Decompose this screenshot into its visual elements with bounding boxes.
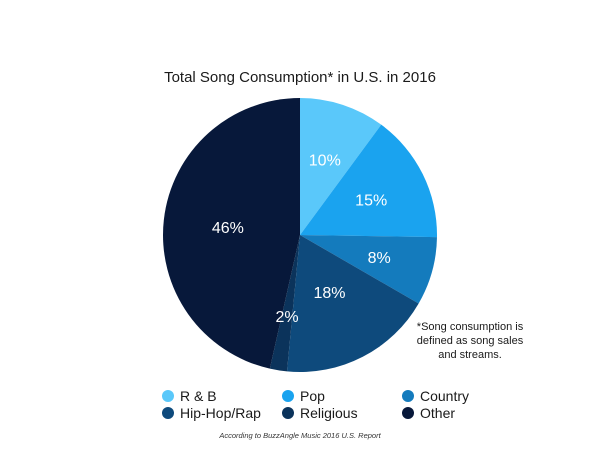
legend-swatch-hip-hop-rap [162, 407, 174, 419]
pie-slice-other [163, 98, 300, 369]
legend-label-religious: Religious [300, 405, 358, 421]
legend-swatch-other [402, 407, 414, 419]
pie-slices [163, 98, 437, 372]
legend-swatch-r-b [162, 390, 174, 402]
slice-label-country: 8% [368, 250, 391, 267]
pie-slice-hip-hop-rap [286, 235, 419, 372]
legend-label-r-b: R & B [180, 388, 217, 404]
footnote-line-2: defined as song sales [417, 335, 524, 347]
legend-swatch-religious [282, 407, 294, 419]
legend-swatch-pop [282, 390, 294, 402]
legend: R & B Pop Country Hip-Hop/Rap Religious Other [162, 388, 469, 421]
legend-label-country: Country [420, 388, 469, 404]
pie-slice-religious [269, 235, 300, 372]
pie-slice-r-b [300, 98, 382, 235]
chart-title: Total Song Consumption* in U.S. in 2016 [164, 69, 436, 86]
legend-swatch-country [402, 390, 414, 402]
source-note: According to BuzzAngle Music 2016 U.S. R… [218, 431, 381, 440]
legend-label-pop: Pop [300, 388, 325, 404]
slice-label-other: 46% [212, 220, 244, 237]
legend-label-hip-hop-rap: Hip-Hop/Rap [180, 405, 261, 421]
pie-slice-country [300, 235, 437, 304]
pie-slice-labels: 10% 15% 8% 18% 2% 46% [212, 153, 391, 327]
slice-label-r-b: 10% [309, 153, 341, 170]
slice-label-pop: 15% [355, 193, 387, 210]
slice-label-religious: 2% [275, 309, 298, 326]
legend-label-other: Other [420, 405, 455, 421]
footnote-line-3: and streams. [438, 349, 502, 361]
footnote-line-1: *Song consumption is [417, 321, 524, 333]
slice-label-hip-hop-rap: 18% [313, 285, 345, 302]
pie-slice-pop [300, 124, 437, 238]
